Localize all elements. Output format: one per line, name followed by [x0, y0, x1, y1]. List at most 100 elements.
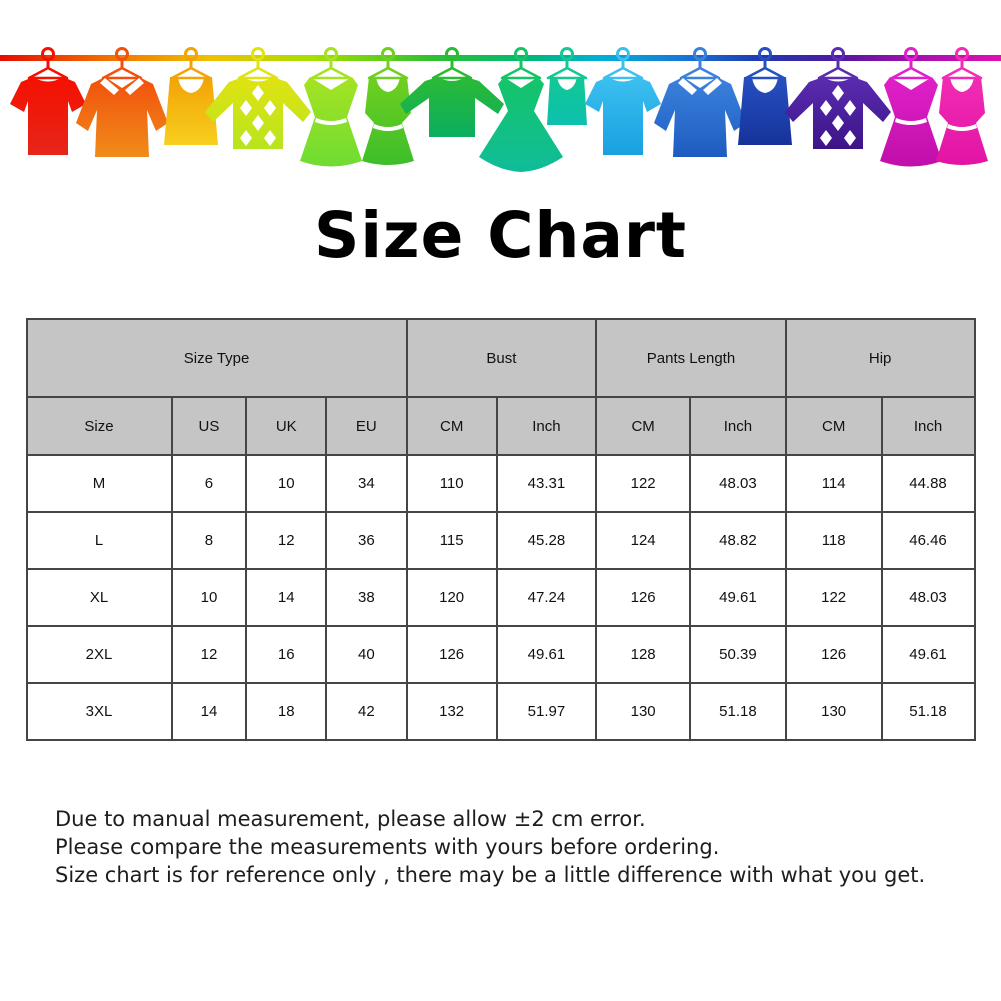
table-cell: 132 [405, 682, 498, 741]
teal-crop-tank-icon [546, 47, 588, 125]
magenta-skater-dress-icon [880, 47, 942, 167]
hanger-icon [170, 66, 212, 80]
pink-tank-dress-icon [936, 47, 988, 165]
table-cell: 45.28 [495, 511, 598, 570]
table-cell: 115 [405, 511, 498, 570]
note-line: Please compare the measurements with you… [55, 835, 720, 859]
table-cell: 126 [405, 625, 498, 684]
yellow-argyle-sweater-icon [205, 47, 311, 149]
table-cell: 34 [325, 454, 408, 513]
table-cell: 42 [325, 682, 408, 741]
table-cell: 110 [405, 454, 498, 513]
table-cell: 16 [245, 625, 328, 684]
table-row: 3XL 14 18 42 132 51.97 130 51.18 130 51.18 [25, 682, 976, 741]
column-header: CM [595, 396, 692, 456]
hanger-icon [431, 66, 473, 80]
table-cell: 122 [595, 454, 692, 513]
column-header-row: Size US UK EU CM Inch CM Inch CM Inch [25, 396, 976, 456]
table-cell: 12 [170, 625, 248, 684]
table-cell: 50.39 [689, 625, 787, 684]
table-cell: 43.31 [495, 454, 598, 513]
hanger-icon [27, 66, 69, 80]
table-cell: 114 [784, 454, 883, 513]
hanger-icon [101, 66, 143, 80]
note-line: Size chart is for reference only , there… [55, 863, 926, 887]
column-header: US [170, 396, 248, 456]
green-tank-dress-icon [362, 47, 414, 165]
size-chart-table: Size Type Bust Pants Length Hip Size US UK EU CM… [25, 318, 976, 741]
table-cell: 126 [595, 568, 692, 627]
table-row: L 8 12 36 115 45.28 124 48.82 118 46.46 [25, 511, 976, 570]
hanger-icon [602, 66, 644, 80]
table-cell: 130 [784, 682, 883, 741]
group-header: Size Type [25, 318, 408, 398]
clothesline-rope [0, 55, 1001, 61]
hanger-icon [500, 66, 542, 80]
table-cell: 48.03 [689, 454, 787, 513]
blue-dress-shirt-icon [654, 47, 746, 157]
table-cell: 51.18 [689, 682, 787, 741]
group-header: Pants Length [595, 318, 787, 398]
table-row: XL 10 14 38 120 47.24 126 49.61 122 48.03 [25, 568, 976, 627]
hanger-icon [546, 66, 588, 80]
table-head: Size Type Bust Pants Length Hip Size US UK EU CM… [25, 318, 976, 456]
table-cell: 44.88 [880, 454, 976, 513]
table-cell: 49.61 [880, 625, 976, 684]
table-cell: 2XL [25, 625, 173, 684]
table-cell: 51.97 [495, 682, 598, 741]
column-header: Inch [495, 396, 598, 456]
table-cell: M [25, 454, 173, 513]
table-cell: 48.03 [880, 568, 976, 627]
table-body: M 6 10 34 110 43.31 122 48.03 114 44.88 L 8 12 36 115 4… [25, 454, 976, 741]
column-header: UK [245, 396, 328, 456]
table-cell: 49.61 [495, 625, 598, 684]
navy-tank-top-icon [738, 47, 792, 145]
table-cell: 14 [245, 568, 328, 627]
clothesline-garland [0, 47, 1001, 172]
green-long-sleeve-icon [400, 47, 504, 137]
table-cell: 122 [784, 568, 883, 627]
table-cell: 126 [784, 625, 883, 684]
hanger-icon [744, 66, 786, 80]
table-cell: 6 [170, 454, 248, 513]
table-cell: L [25, 511, 173, 570]
table-cell: 120 [405, 568, 498, 627]
column-header: EU [325, 396, 408, 456]
table-cell: 14 [170, 682, 248, 741]
table-cell: 118 [784, 511, 883, 570]
table-cell: XL [25, 568, 173, 627]
table-cell: 40 [325, 625, 408, 684]
table-cell: 10 [245, 454, 328, 513]
table-cell: 46.46 [880, 511, 976, 570]
table-cell: 47.24 [495, 568, 598, 627]
column-header: CM [784, 396, 883, 456]
orange-dress-shirt-icon [76, 47, 168, 157]
table-cell: 124 [595, 511, 692, 570]
amber-tank-top-icon [164, 47, 218, 145]
note-line: Due to manual measurement, please allow … [55, 807, 646, 831]
table-row: 2XL 12 16 40 126 49.61 128 50.39 126 49.61 [25, 625, 976, 684]
group-header-row: Size Type Bust Pants Length Hip [25, 318, 976, 398]
table-cell: 12 [245, 511, 328, 570]
teal-full-dress-icon [479, 47, 563, 172]
column-header: Inch [880, 396, 976, 456]
hanger-icon [890, 66, 932, 80]
table-cell: 51.18 [880, 682, 976, 741]
hanger-icon [237, 66, 279, 80]
hanger-icon [367, 66, 409, 80]
column-header: Size [25, 396, 173, 456]
group-header: Hip [784, 318, 976, 398]
column-header: CM [405, 396, 498, 456]
cyan-tshirt-icon [585, 47, 661, 155]
red-tshirt-icon [10, 47, 86, 155]
table-cell: 128 [595, 625, 692, 684]
table-cell: 38 [325, 568, 408, 627]
page-title: Size Chart [313, 199, 688, 272]
purple-argyle-sweater-icon [785, 47, 891, 149]
table-cell: 10 [170, 568, 248, 627]
group-header: Bust [405, 318, 598, 398]
table-cell: 8 [170, 511, 248, 570]
notes: Due to manual measurement, please allow … [55, 805, 1001, 889]
hanger-icon [679, 66, 721, 80]
